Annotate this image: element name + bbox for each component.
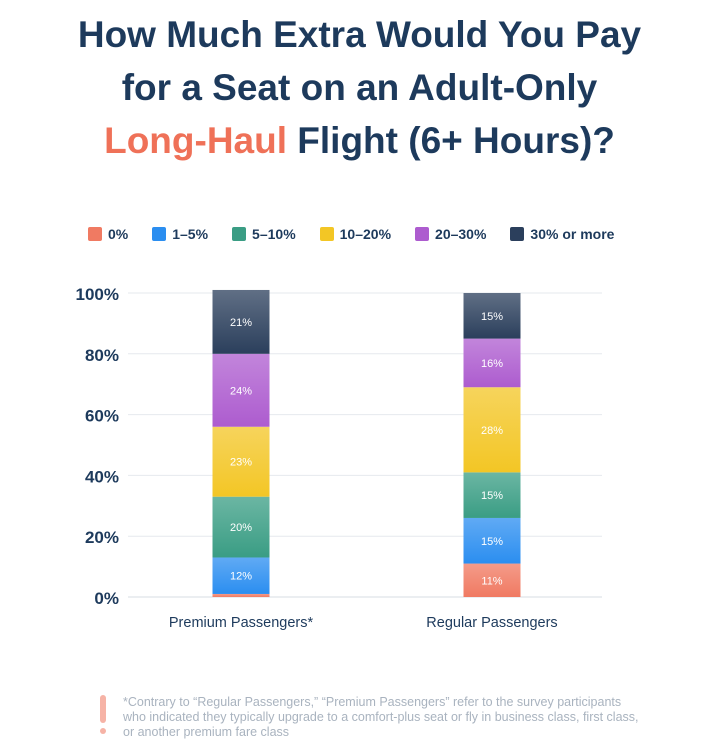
data-label: 21% [230, 317, 252, 329]
bar-segment [463, 472, 521, 518]
bar-segment [463, 517, 521, 564]
title-line-1: How Much Extra Would You Pay [77, 14, 642, 55]
legend-label: 1–5% [172, 226, 209, 242]
legend-item: 0% [88, 226, 128, 242]
legend-label: 30% or more [530, 226, 615, 242]
title-line-3: Long-Haul Flight (6+ Hours)? [0, 114, 719, 167]
data-label: 20% [230, 522, 252, 534]
chart-legend: 0% 1–5% 5–10% 10–20% 20–30% 30% or more [88, 225, 638, 243]
footnote-text: *Contrary to “Regular Passengers,” “Prem… [123, 695, 639, 739]
legend-item: 5–10% [232, 226, 296, 242]
bar-segment [463, 563, 521, 597]
exclamation-icon [100, 695, 106, 723]
x-category-label: Premium Passengers* [169, 615, 314, 631]
bar-segment [212, 426, 270, 497]
y-tick-label: 80% [85, 346, 119, 365]
data-label: 28% [481, 425, 503, 437]
legend-swatch [152, 227, 167, 241]
legend-item: 30% or more [510, 226, 614, 242]
bar-segment [463, 387, 521, 473]
data-label: 15% [481, 536, 503, 548]
legend-swatch [319, 227, 334, 241]
data-label: 15% [481, 311, 503, 323]
title-rest: Flight (6+ Hours)? [287, 120, 615, 161]
legend-swatch [415, 227, 430, 241]
legend-item: 20–30% [415, 226, 486, 242]
data-label: 23% [230, 457, 252, 469]
bar-segment [212, 353, 270, 427]
data-label: 15% [481, 490, 503, 502]
legend-swatch [510, 227, 525, 241]
stacked-bar-chart: 0% 20% 40% 60% 80% 100% 12% 20% 23% 24% 21% Premium… [76, 285, 602, 631]
legend-swatch [88, 227, 102, 241]
legend-item: 10–20% [319, 226, 392, 242]
y-tick-label: 100% [76, 285, 119, 304]
data-label: 24% [230, 385, 252, 397]
y-tick-label: 60% [85, 407, 119, 426]
bar-segment [212, 289, 270, 354]
y-tick-label: 40% [85, 467, 119, 486]
exclamation-dot-icon [100, 728, 106, 734]
x-category-label: Regular Passengers [426, 615, 557, 631]
bar-segment [463, 293, 521, 339]
y-tick-label: 20% [85, 528, 119, 547]
legend-label: 10–20% [339, 226, 392, 242]
bar-segment [212, 593, 270, 597]
title-line-2: for a Seat on an Adult-Only [121, 67, 598, 108]
data-label: 12% [230, 571, 252, 583]
bar-segment [463, 338, 521, 388]
y-tick-label: 0% [94, 589, 119, 608]
chart-title: How Much Extra Would You Pay for a Seat … [0, 8, 719, 167]
legend-swatch [232, 227, 247, 241]
legend-label: 0% [108, 226, 129, 242]
data-label: 11% [481, 575, 502, 587]
bar-segment [212, 557, 270, 594]
title-accent: Long-Haul [104, 120, 288, 161]
legend-label: 20–30% [435, 226, 487, 242]
data-label: 16% [481, 358, 503, 370]
legend-label: 5–10% [252, 226, 296, 242]
legend-item: 1–5% [152, 226, 208, 242]
bar-segment [212, 496, 270, 558]
